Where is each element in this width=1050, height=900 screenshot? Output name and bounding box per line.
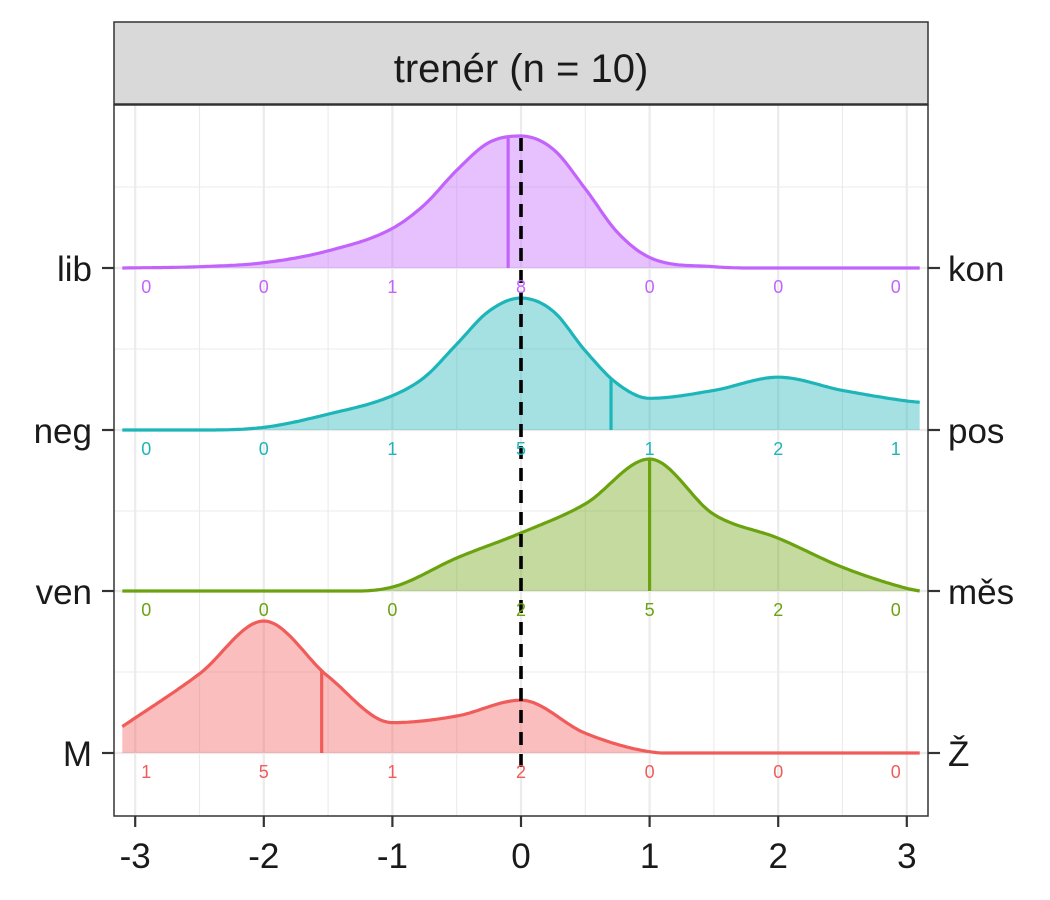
count-label: 5 [516, 439, 526, 459]
left-label: lib [57, 250, 92, 289]
facet-strip [113, 21, 929, 105]
count-label: 1 [387, 762, 397, 782]
ridge-ven [122, 457, 921, 593]
ridge-lib [122, 134, 920, 270]
count-label: 5 [645, 600, 655, 620]
left-label: ven [36, 573, 92, 612]
count-label: 5 [259, 762, 269, 782]
left-label: M [63, 735, 92, 774]
count-label: 0 [387, 600, 397, 620]
x-tick-label: -2 [248, 837, 279, 876]
count-label: 0 [141, 600, 151, 620]
count-label: 2 [773, 439, 783, 459]
count-label: 0 [141, 439, 151, 459]
x-tick-label: 0 [511, 837, 530, 876]
x-tick-label: 1 [640, 837, 659, 876]
right-label: pos [948, 412, 1004, 451]
count-label: 0 [891, 600, 901, 620]
x-tick-label: 2 [768, 837, 787, 876]
count-label: 0 [141, 277, 151, 297]
density-area [122, 459, 920, 591]
count-label: 0 [259, 277, 269, 297]
count-label: 1 [387, 277, 397, 297]
count-label: 1 [141, 762, 151, 782]
density-area [122, 136, 920, 268]
count-label: 0 [259, 600, 269, 620]
left-label: neg [34, 412, 92, 451]
count-label: 0 [645, 277, 655, 297]
right-label: měs [948, 573, 1014, 612]
right-label: Ž [948, 735, 969, 774]
count-label: 2 [516, 600, 526, 620]
count-label: 1 [891, 439, 901, 459]
count-label: 0 [773, 762, 783, 782]
right-label: kon [948, 250, 1004, 289]
density-curve [122, 134, 920, 270]
count-label: 0 [891, 762, 901, 782]
density-curve [122, 457, 921, 593]
x-tick-label: 3 [897, 837, 916, 876]
count-label: 2 [516, 762, 526, 782]
axes: lib kon neg pos ven měs M Ž -3 -2 -1 0 1 2 3 [34, 250, 1015, 876]
count-label: 0 [259, 439, 269, 459]
facet-title: trenér (n = 10) [394, 47, 649, 91]
count-label: 2 [773, 600, 783, 620]
count-label: 0 [645, 762, 655, 782]
count-labels: 0 0 1 8 0 0 0 0 0 1 5 1 2 1 0 0 0 2 5 2 0 1 5 1 2 0 0 0 [141, 277, 901, 782]
count-label: 0 [891, 277, 901, 297]
count-label: 1 [645, 439, 655, 459]
x-tick-label: -1 [377, 837, 408, 876]
x-tick-label: -3 [120, 837, 151, 876]
count-label: 0 [773, 277, 783, 297]
count-label: 8 [516, 277, 526, 297]
count-label: 1 [387, 439, 397, 459]
